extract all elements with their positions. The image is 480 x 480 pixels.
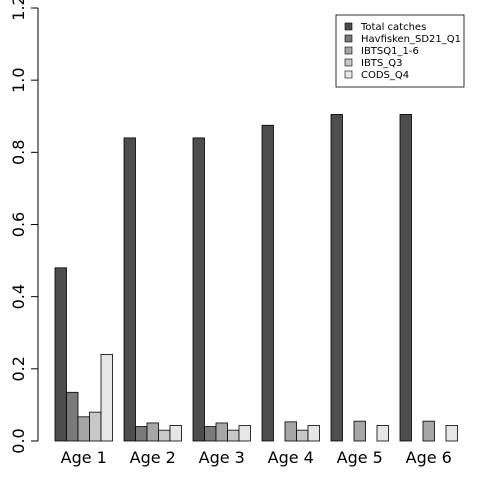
y-tick-label: 0.4 (9, 284, 28, 309)
bar-group-age-6 (399, 114, 458, 442)
bar (204, 426, 217, 442)
legend-swatch (344, 22, 353, 31)
bar-group-age-2 (123, 137, 182, 442)
bar (100, 353, 113, 442)
y-axis: 0.0 0.2 0.4 0.6 0.8 1.0 1.2 (9, 0, 39, 454)
bar (66, 391, 79, 442)
bar (445, 425, 458, 442)
legend-swatch (344, 34, 353, 43)
bar (353, 420, 366, 442)
legend-swatch (344, 70, 353, 79)
bar (227, 429, 240, 442)
bar-group-age-4 (261, 124, 320, 442)
bar (54, 267, 67, 442)
y-tick-label: 0.6 (9, 212, 28, 237)
bar (135, 426, 148, 442)
bar-group-age-1 (54, 267, 113, 442)
bar (123, 137, 136, 442)
legend: Total catchesHavfisken_SD21_Q1IBTSQ1_1-6… (335, 14, 465, 88)
bar (307, 425, 320, 442)
y-tick-label: 0.8 (9, 140, 28, 165)
x-category-label: Age 5 (337, 448, 383, 467)
bar (146, 422, 159, 442)
legend-label: IBTS_Q3 (361, 58, 403, 69)
x-category-label: Age 6 (406, 448, 452, 467)
legend-label: Havfisken_SD21_Q1 (361, 34, 461, 45)
legend-label: Total catches (360, 22, 426, 33)
legend-label: CODS_Q4 (361, 70, 409, 81)
x-category-label: Age 3 (199, 448, 245, 467)
legend-swatch (344, 46, 353, 55)
bar (169, 425, 182, 442)
x-axis-labels: Age 1 Age 2 Age 3 Age 4 Age 5 Age 6 (61, 448, 452, 467)
legend-box (335, 14, 465, 88)
bar (77, 416, 90, 442)
legend-swatch (344, 58, 353, 67)
y-tick-label: 1.2 (9, 0, 28, 21)
bar (284, 421, 297, 442)
bar (215, 422, 228, 442)
legend-item: CODS_Q4 (344, 70, 409, 81)
bar (422, 420, 435, 442)
bar (158, 429, 171, 442)
x-category-label: Age 1 (61, 448, 107, 467)
bar-group-age-3 (192, 137, 251, 442)
y-tick-label: 0.2 (9, 356, 28, 381)
legend-item: Havfisken_SD21_Q1 (344, 34, 461, 45)
bar (330, 114, 343, 442)
bar (399, 114, 412, 442)
bar-groups (54, 114, 458, 442)
y-tick-label: 0.0 (9, 428, 28, 453)
bar (296, 429, 309, 442)
y-tick-label: 1.0 (9, 67, 28, 92)
legend-item: IBTS_Q3 (344, 58, 403, 69)
bar (376, 425, 389, 442)
legend-item: Total catches (344, 22, 426, 33)
bar (192, 137, 205, 442)
bar (238, 425, 251, 442)
x-category-label: Age 2 (130, 448, 176, 467)
legend-item: IBTSQ1_1-6 (344, 46, 419, 57)
bar-group-age-5 (330, 114, 389, 442)
legend-label: IBTSQ1_1-6 (361, 46, 419, 57)
bar (89, 411, 102, 442)
bar (261, 124, 274, 442)
x-category-label: Age 4 (268, 448, 314, 467)
